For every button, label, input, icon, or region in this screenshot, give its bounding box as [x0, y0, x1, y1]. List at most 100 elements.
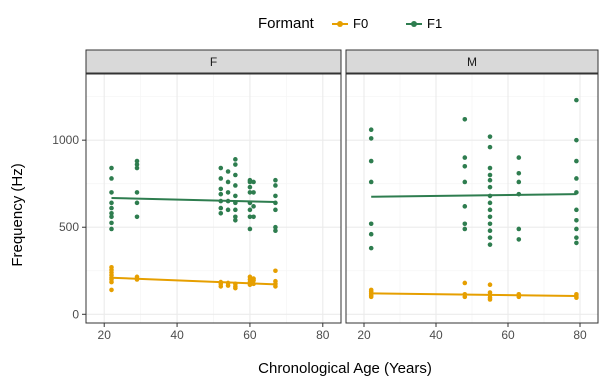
trend-line-f1	[371, 193, 577, 198]
data-point-f1	[462, 221, 468, 227]
data-point-f1	[247, 177, 253, 183]
data-point-f1	[251, 204, 256, 209]
facet-label: M	[467, 55, 477, 69]
series-f0	[368, 280, 579, 302]
trend-line-f0	[111, 276, 276, 286]
y-axis-title: Frequency (Hz)	[9, 163, 26, 266]
data-point-f1	[109, 205, 114, 211]
data-point-f1	[574, 207, 579, 213]
data-point-f1	[462, 204, 468, 209]
data-point-f1	[225, 207, 231, 213]
data-point-f1	[574, 137, 579, 143]
data-point-f1	[462, 179, 468, 185]
data-point-f1	[247, 226, 253, 232]
data-point-f1	[273, 228, 278, 234]
data-point-f1	[273, 177, 278, 183]
data-point-f1	[487, 134, 493, 139]
data-point-f1	[247, 190, 253, 195]
facet-strip	[345, 49, 599, 74]
data-point-f1	[368, 221, 374, 227]
data-point-f1	[233, 162, 238, 167]
data-point-f1	[462, 226, 468, 232]
data-point-f1	[109, 190, 114, 195]
data-point-f1	[516, 179, 522, 185]
data-point-f0	[487, 282, 493, 287]
legend-label: F0	[353, 16, 368, 31]
series-f0	[109, 264, 278, 293]
data-point-f1	[134, 214, 140, 220]
data-point-f1	[134, 158, 140, 164]
data-point-f0	[368, 287, 374, 293]
y-tick-label: 500	[59, 220, 79, 234]
data-point-f1	[487, 235, 493, 240]
data-point-f1	[218, 211, 224, 216]
panel-f: F 20 40 60 80	[85, 49, 342, 342]
data-point-f1	[487, 221, 493, 227]
data-point-f1	[574, 235, 579, 240]
data-point-f1	[273, 193, 278, 199]
data-point-f1	[462, 116, 468, 122]
data-point-f1	[574, 217, 579, 223]
data-point-f1	[273, 207, 278, 213]
data-point-f1	[487, 228, 493, 234]
y-axis: 0 500 1000	[52, 133, 86, 321]
data-point-f0	[109, 264, 114, 270]
data-point-f1	[233, 217, 238, 223]
data-point-f1	[109, 176, 114, 181]
data-point-f1	[273, 224, 278, 230]
data-point-f0	[462, 280, 468, 286]
legend-key-point	[411, 21, 417, 27]
data-point-f1	[134, 200, 140, 206]
data-point-f1	[516, 226, 522, 232]
data-point-f1	[487, 144, 493, 150]
x-tick-label: 60	[501, 328, 515, 342]
data-point-f0	[109, 287, 114, 293]
legend-key-point	[337, 21, 343, 27]
trend-line-f1	[111, 196, 276, 203]
facet-strip	[85, 49, 342, 74]
data-point-f1	[368, 136, 374, 141]
x-tick-label: 40	[170, 328, 184, 342]
data-point-f1	[487, 172, 493, 178]
data-point-f1	[233, 157, 238, 162]
data-point-f1	[218, 186, 224, 192]
data-point-f1	[247, 207, 253, 213]
data-point-f1	[368, 245, 374, 251]
data-point-f1	[516, 170, 522, 176]
data-point-f1	[516, 237, 522, 242]
x-tick-label: 20	[357, 328, 371, 342]
data-point-f1	[487, 200, 493, 206]
data-point-f1	[368, 231, 374, 237]
x-tick-label: 40	[429, 328, 443, 342]
data-point-f1	[574, 240, 579, 246]
data-point-f1	[233, 193, 238, 199]
data-point-f0	[251, 276, 256, 281]
data-point-f1	[225, 169, 231, 174]
data-point-f1	[109, 200, 114, 206]
data-point-f0	[247, 274, 253, 280]
data-point-f1	[218, 176, 224, 181]
data-point-f1	[233, 183, 238, 188]
series-f1	[368, 97, 579, 251]
data-point-f1	[109, 211, 114, 216]
legend-entries: F0 F1	[332, 16, 442, 31]
data-point-f1	[134, 162, 140, 167]
data-point-f1	[574, 176, 579, 181]
x-axis: 20 40 60 80	[98, 323, 330, 342]
data-point-f1	[487, 184, 493, 190]
data-point-f1	[487, 165, 493, 171]
legend-entry-f0: F0	[332, 16, 368, 31]
data-point-f1	[109, 220, 114, 226]
data-point-f1	[134, 190, 140, 195]
legend-entry-f1: F1	[406, 16, 442, 31]
data-point-f1	[462, 163, 468, 169]
data-point-f0	[273, 268, 278, 274]
data-point-f1	[109, 214, 114, 220]
panel-m: M 20 40 60 80	[345, 49, 599, 342]
data-point-f1	[109, 226, 114, 232]
y-tick-label: 0	[72, 307, 79, 321]
data-point-f0	[487, 290, 493, 295]
legend-label: F1	[427, 16, 442, 31]
x-axis-title: Chronological Age (Years)	[258, 360, 432, 377]
facet-label: F	[210, 55, 217, 69]
